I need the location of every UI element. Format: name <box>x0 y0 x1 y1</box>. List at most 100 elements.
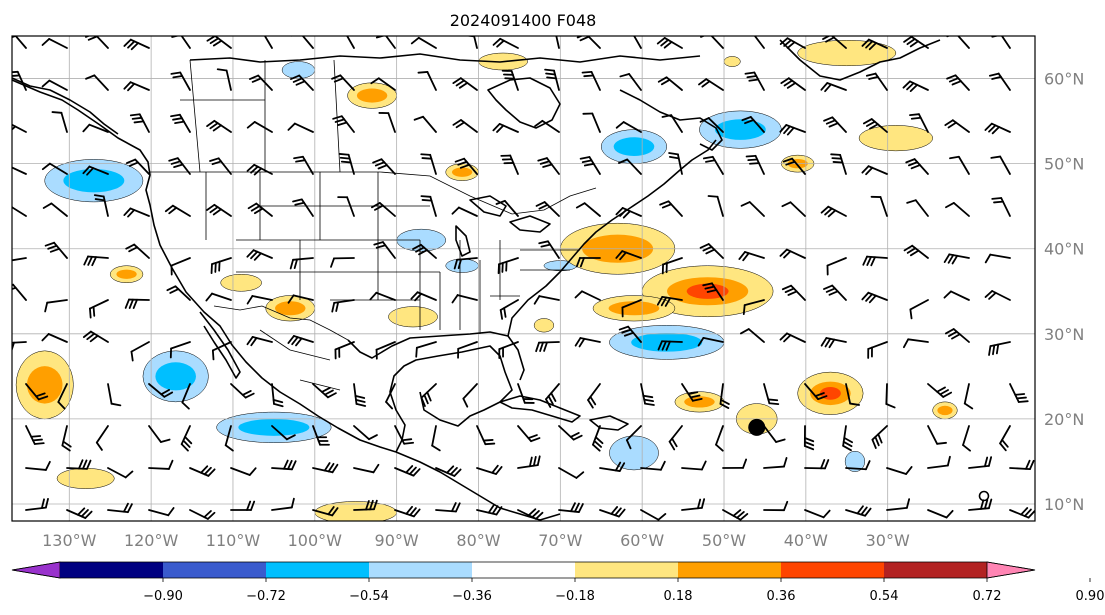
colorbar-tick-label: 0.54 <box>870 589 899 604</box>
wind-barb <box>189 465 216 477</box>
wind-barb <box>292 198 314 217</box>
wind-barb <box>205 292 232 302</box>
wind-barb <box>126 158 150 175</box>
wind-barb <box>492 37 519 49</box>
wind-barb <box>702 282 724 301</box>
wind-barb <box>385 383 396 410</box>
border-us-mexico <box>213 305 349 341</box>
wind-barb <box>820 205 847 218</box>
wind-barb <box>781 284 806 301</box>
wind-barb <box>668 152 683 175</box>
wind-barb <box>457 341 478 359</box>
wind-barb <box>148 459 174 470</box>
wind-barb <box>707 195 724 217</box>
wind-barb <box>618 325 642 343</box>
anomaly-core <box>275 301 306 316</box>
anomaly-region <box>609 435 659 471</box>
wind-barb <box>886 466 913 475</box>
wind-barb <box>722 509 749 521</box>
anomaly-core <box>451 167 473 177</box>
colorbar-segment <box>60 562 163 578</box>
latitude-tick-label: 50°N <box>1044 155 1084 174</box>
wind-barb <box>575 202 601 217</box>
wind-barb <box>246 163 273 176</box>
coastline-us-gulf <box>347 331 525 381</box>
wind-barb <box>657 76 683 91</box>
coastline-gulf-of-mexico <box>389 345 513 453</box>
wind-barb <box>312 506 339 517</box>
wind-barb <box>744 71 765 91</box>
wind-barb <box>373 241 396 259</box>
colorbar-tick-label: −0.36 <box>452 589 492 604</box>
coastline-cuba <box>499 395 581 423</box>
wind-barb <box>681 383 703 402</box>
wind-barb <box>902 80 929 92</box>
wind-barb <box>871 425 888 449</box>
wind-barb <box>804 383 828 401</box>
wind-barb <box>861 165 888 176</box>
colorbar-segment <box>575 562 678 578</box>
wind-barb <box>574 337 601 348</box>
wind-barb <box>699 243 724 259</box>
wind-barb <box>210 257 232 275</box>
wind-barb <box>903 244 929 259</box>
wind-barb <box>93 194 109 217</box>
wind-barb <box>451 206 478 217</box>
wind-barb <box>287 122 314 133</box>
wind-barb <box>246 121 273 133</box>
wind-barb <box>945 202 970 217</box>
wind-barb <box>332 115 355 133</box>
wind-barb <box>372 158 396 175</box>
coastline-alaska <box>12 77 119 135</box>
wind-barb <box>545 383 560 408</box>
wind-barb <box>867 341 888 359</box>
coastline-hudson-bay <box>487 77 561 129</box>
wind-barb <box>830 153 847 175</box>
wind-barb <box>181 383 191 410</box>
wind-barb <box>271 459 297 471</box>
wind-barb <box>57 383 68 410</box>
wind-barb <box>371 202 396 217</box>
longitude-tick-label: 60°W <box>620 531 664 550</box>
anomaly-core <box>63 168 125 193</box>
wind-barb <box>170 113 191 133</box>
latitude-tick-label: 30°N <box>1044 325 1084 344</box>
wind-barb <box>681 498 706 511</box>
wind-barb <box>999 425 1011 452</box>
wind-barb <box>499 299 519 320</box>
wind-barb <box>230 383 255 399</box>
wind-barb <box>902 338 929 349</box>
wind-barb <box>82 123 109 133</box>
wind-barb <box>905 158 929 175</box>
wind-barb <box>247 202 273 217</box>
wind-barb <box>290 36 314 49</box>
wind-barb <box>842 425 854 452</box>
wind-barb <box>656 37 683 49</box>
coastline-great-lakes <box>455 195 551 257</box>
wind-barb <box>500 154 519 175</box>
anomaly-region <box>220 273 262 292</box>
wind-barb <box>702 155 724 175</box>
wind-barb <box>582 112 601 133</box>
wind-barb <box>246 336 273 347</box>
anomaly-core <box>356 88 388 103</box>
wind-barb <box>803 425 815 451</box>
wind-barb <box>370 77 396 91</box>
wind-barb <box>517 455 541 469</box>
anomaly-core <box>684 396 715 408</box>
wind-barb <box>353 383 367 407</box>
wind-barb <box>330 257 355 268</box>
wind-barb <box>168 157 191 175</box>
wind-barb <box>927 383 953 398</box>
wind-barb <box>83 255 109 267</box>
wind-barb <box>823 284 847 301</box>
wind-barb <box>41 79 68 91</box>
wind-barb <box>779 124 806 136</box>
wind-barb <box>621 299 642 318</box>
wind-barb <box>415 341 437 358</box>
wind-barb <box>615 121 642 133</box>
wind-barb <box>619 73 642 91</box>
wind-barb <box>123 207 150 218</box>
wind-barb <box>107 467 134 479</box>
